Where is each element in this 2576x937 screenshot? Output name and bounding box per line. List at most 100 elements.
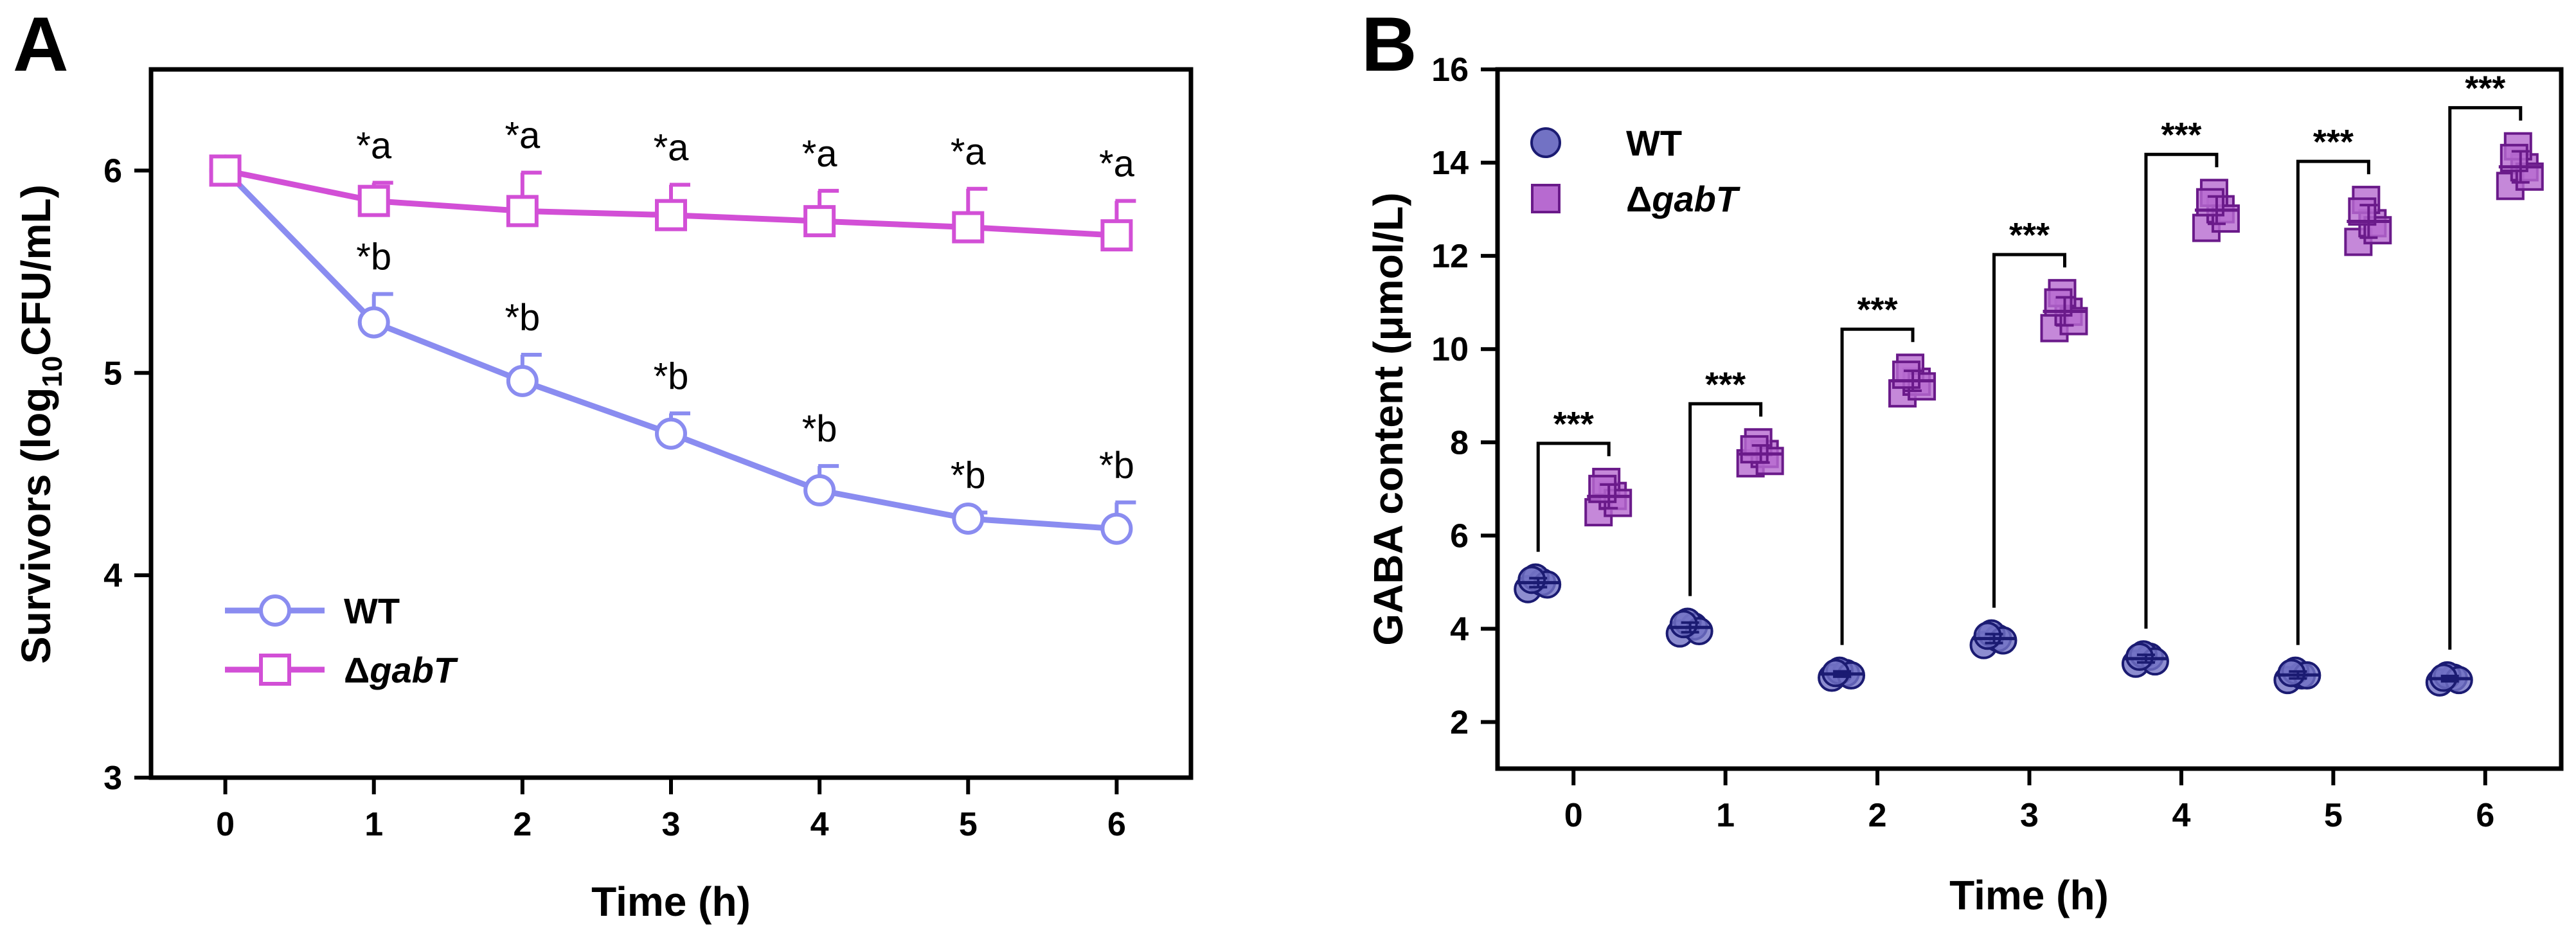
- significance-label: ***: [2465, 69, 2505, 108]
- legend-label-gabt-b-prefix: Δ: [1626, 179, 1652, 219]
- significance-label: ***: [2161, 116, 2201, 154]
- y-tick-label-b: 6: [1450, 517, 1469, 555]
- y-tick-label-a: 3: [103, 760, 122, 797]
- x-tick-label-a: 2: [513, 806, 532, 843]
- significance-bracket: [1688, 402, 1763, 596]
- significance-label: ***: [1705, 365, 1746, 404]
- annotations-a: *b *b *b *b *b *b *a *a *a *a *a *a: [356, 115, 1134, 497]
- y-tick-label-a: 6: [103, 152, 122, 190]
- significance-label: *a: [505, 115, 541, 157]
- x-tick-label-a: 4: [810, 806, 829, 843]
- x-tick-label-b: 5: [2324, 797, 2343, 834]
- x-tick-label-b: 6: [2476, 797, 2494, 834]
- data-point: [655, 199, 687, 231]
- legend-marker-gabt-b: [1531, 184, 1561, 213]
- legend-marker-gabt: [259, 654, 291, 686]
- series-group-a: [209, 154, 1136, 545]
- significance-label: ***: [1553, 405, 1594, 443]
- significance-brackets-b: *** *** *** *** *** *** ***: [1536, 69, 2523, 650]
- x-tick-label-b: 1: [1716, 797, 1735, 834]
- legend-label-gabt: ΔgabT: [344, 650, 459, 690]
- significance-bracket: [2144, 152, 2219, 629]
- legend-marker-wt: [259, 594, 291, 627]
- significance-label: ***: [2009, 216, 2050, 254]
- significance-label: *b: [951, 455, 986, 497]
- significance-bracket: [1536, 442, 1611, 552]
- x-tick-label-a: 6: [1107, 806, 1126, 843]
- data-point: [1892, 361, 1921, 389]
- data-point: [1973, 621, 2002, 650]
- panel-letter-a: A: [13, 1, 69, 87]
- y-axis-title-a: Survivors (log10CFU/mL): [13, 184, 68, 664]
- data-point: [1100, 512, 1133, 545]
- significance-label: *b: [654, 355, 689, 397]
- significance-label: *b: [1099, 445, 1134, 486]
- data-point: [952, 211, 985, 244]
- significance-bracket: [1840, 327, 1915, 645]
- y-tick-label-b: 4: [1450, 611, 1469, 648]
- data-point: [209, 154, 242, 187]
- data-point: [357, 306, 390, 339]
- legend-marker-wt-b: [1530, 127, 1561, 158]
- legend-label-gabt-b-italic: gabT: [1651, 179, 1741, 219]
- y-tick-label-b: 10: [1431, 331, 1469, 368]
- significance-bracket: [2296, 159, 2370, 645]
- data-point: [952, 502, 985, 535]
- data-point: [803, 205, 836, 238]
- series-gabt-a: [209, 154, 1136, 252]
- legend-label-gabt-prefix: Δ: [344, 650, 370, 690]
- x-tick-label-b: 3: [2020, 797, 2039, 834]
- y-tick-label-b: 14: [1431, 145, 1469, 182]
- significance-bracket: [2448, 106, 2523, 650]
- axis-ticks-a: 0 1 2 3 4 5 6 3 4 5 6: [103, 152, 1126, 843]
- y-axis-title-a-post: CFU/mL): [13, 184, 59, 356]
- legend-label-wt-b: WT: [1626, 123, 1682, 163]
- legend-label-gabt-italic: gabT: [369, 650, 459, 690]
- data-point: [357, 184, 390, 217]
- legend-label-gabt-b: ΔgabT: [1626, 179, 1741, 219]
- series-gabt-b: [1584, 132, 2544, 527]
- data-point: [506, 364, 539, 397]
- plot-frame-b: [1495, 67, 2564, 771]
- data-point: [803, 474, 836, 506]
- x-tick-label-a: 1: [364, 806, 383, 843]
- x-axis-title-b: Time (h): [1949, 872, 2109, 918]
- significance-label: *b: [505, 297, 540, 339]
- significance-label: *a: [1099, 143, 1135, 185]
- x-tick-label-b: 4: [2172, 797, 2190, 834]
- significance-bracket: [1992, 253, 2066, 608]
- legend-label-wt: WT: [344, 591, 400, 631]
- data-point: [1740, 435, 1769, 464]
- y-axis-title-b: GABA content (μmol/L): [1365, 192, 1411, 645]
- y-tick-label-b: 12: [1431, 238, 1469, 275]
- data-point: [506, 195, 539, 228]
- x-axis-title-a: Time (h): [591, 879, 751, 925]
- series-group-b: [1514, 132, 2544, 697]
- data-point: [2277, 659, 2306, 688]
- y-tick-label-b: 2: [1450, 704, 1469, 741]
- y-axis-title-a-sub: 10: [37, 356, 68, 388]
- x-tick-label-b: 0: [1564, 797, 1583, 834]
- x-tick-label-b: 2: [1868, 797, 1887, 834]
- x-tick-label-a: 5: [959, 806, 978, 843]
- y-tick-label-a: 5: [103, 355, 122, 392]
- panel-letter-b: B: [1361, 1, 1417, 87]
- data-point: [1100, 219, 1133, 252]
- significance-label: *a: [951, 131, 987, 173]
- chart-a: 0 1 2 3 4 5 6 3 4 5 6 Time (h) Survivors (log10CFU…: [13, 67, 1194, 925]
- significance-label: ***: [1857, 290, 1898, 329]
- significance-label: *b: [356, 236, 391, 278]
- series-wt-b: [1514, 563, 2473, 697]
- significance-label: *a: [654, 127, 690, 168]
- y-tick-label-b: 8: [1450, 424, 1469, 461]
- significance-label: *a: [356, 125, 392, 166]
- data-point: [1517, 566, 1546, 594]
- legend-a: WT ΔgabT: [225, 591, 459, 690]
- y-axis-title-a-pre: Survivors (log: [13, 388, 59, 664]
- x-tick-label-a: 3: [662, 806, 681, 843]
- significance-label: *b: [802, 408, 837, 450]
- data-point: [2125, 642, 2154, 671]
